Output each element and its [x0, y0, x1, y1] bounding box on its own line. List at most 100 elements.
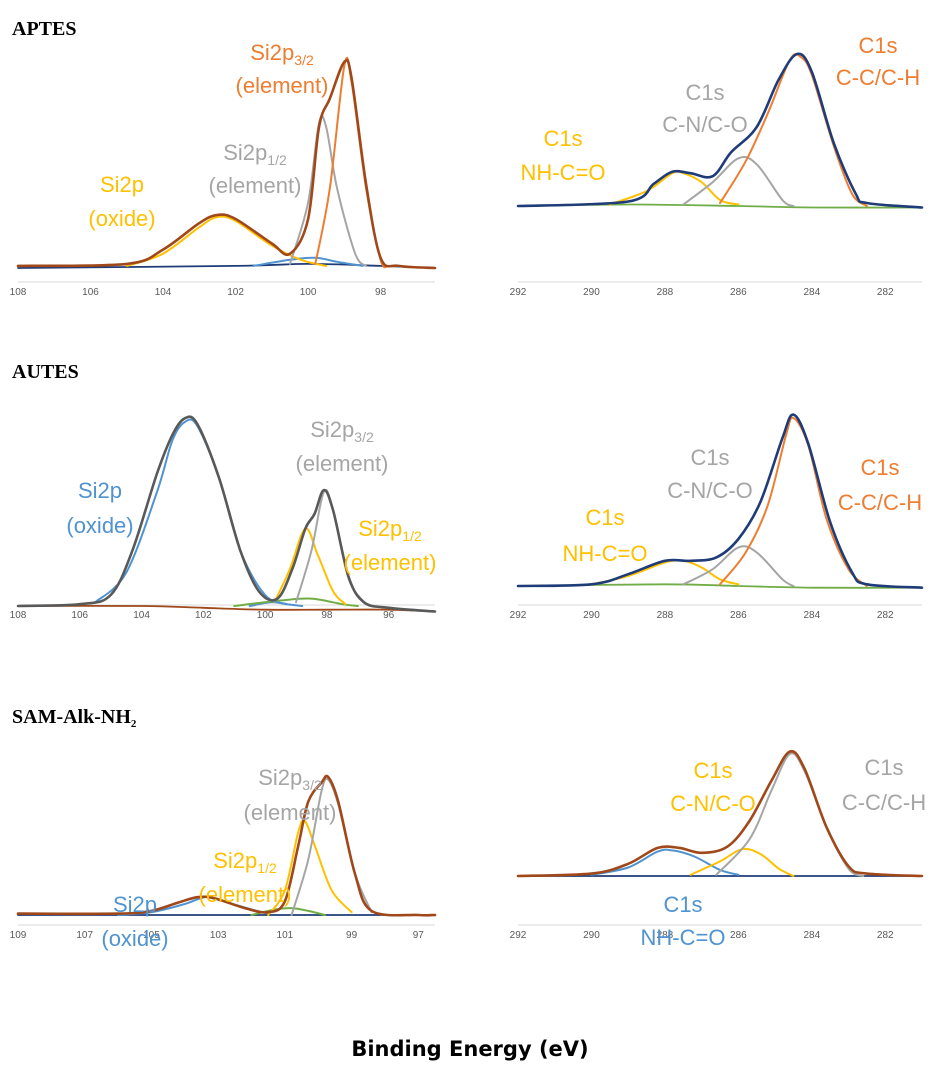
series-envelope-line [516, 52, 924, 209]
x-tick-label: 96 [383, 610, 395, 621]
peak-label: NH-C=O [641, 925, 726, 950]
peak-label-text: C1s [685, 80, 724, 105]
series-component-line [273, 527, 347, 606]
peak-label-text: Si2p [100, 172, 144, 197]
peak-label: C-N/C-O [662, 112, 748, 137]
peak-label-text: Si2p [258, 765, 302, 790]
peak-label: C1s [860, 455, 899, 480]
section-title-aptes: APTES [12, 18, 76, 40]
peak-label-text: C-N/C-O [667, 478, 753, 503]
x-tick-label: 290 [583, 930, 600, 941]
peak-label: (element) [296, 451, 389, 476]
peak-label-text: (element) [209, 173, 302, 198]
peak-label-text: (element) [244, 800, 337, 825]
peak-label: (element) [344, 550, 437, 575]
section-title-sam-main: SAM-Alk-NH [12, 706, 131, 728]
x-axis-title: Binding Energy (eV) [351, 1037, 588, 1061]
series-component-line [289, 114, 368, 267]
peak-label-text: C1s [543, 126, 582, 151]
x-tick-label: 288 [657, 287, 674, 298]
x-tick-label: 101 [277, 930, 294, 941]
x-tick-label: 288 [657, 930, 674, 941]
x-tick-label: 292 [510, 930, 527, 941]
series-envelope-line [16, 58, 437, 270]
series-component-line [94, 418, 288, 606]
peak-label: C-N/C-O [670, 791, 756, 816]
series-envelope-line [516, 413, 924, 589]
peak-label: (element) [236, 73, 329, 98]
x-tick-label: 104 [133, 610, 150, 621]
peak-label: C1s [690, 445, 729, 470]
peak-label-subscript: 1/2 [257, 860, 277, 876]
peak-label-text: C1s [690, 445, 729, 470]
peak-label-text: (oxide) [101, 926, 168, 951]
x-tick-label: 286 [730, 610, 747, 621]
peak-label: C1s [663, 892, 702, 917]
peak-label-text: (element) [236, 73, 329, 98]
peak-label: (oxide) [101, 926, 168, 951]
peak-label-subscript: 1/2 [402, 528, 422, 544]
peak-label-subscript: 1/2 [267, 152, 287, 168]
x-tick-label: 108 [10, 610, 27, 621]
section-title-autes: AUTES [12, 361, 79, 383]
x-tick-label: 290 [583, 610, 600, 621]
peak-label: NH-C=O [563, 541, 648, 566]
peak-label: (element) [244, 800, 337, 825]
panel-sam-c1s: 292 290 288 286 284 282 C1s C-N/C-O C1s NH-C=O C1s… [510, 749, 926, 950]
peak-label-text: Si2p [78, 478, 122, 503]
peak-label: Si2p3/2 [310, 417, 374, 445]
peak-label: Si2p1/2 [223, 140, 287, 168]
x-tick-label: 286 [730, 930, 747, 941]
x-tick-label: 100 [257, 610, 274, 621]
series-envelope-line [16, 774, 437, 917]
peak-label-text: Si2p [223, 140, 267, 165]
x-tick-label: 106 [82, 287, 99, 298]
peak-label-text: NH-C=O [641, 925, 726, 950]
peak-label-text: Si2p [113, 892, 157, 917]
peak-label: C-N/C-O [667, 478, 753, 503]
peak-label: Si2p3/2 [258, 765, 322, 793]
x-tick-label: 286 [730, 287, 747, 298]
peak-label-text: Si2p [310, 417, 354, 442]
x-tick-label: 105 [143, 930, 160, 941]
panel-aptes-c1s: 292 290 288 286 284 282 C1s NH-C=O C1s C-N/C-O C1s… [510, 33, 924, 298]
peak-label-text: Si2p [358, 516, 402, 541]
peak-label: (element) [199, 882, 292, 907]
peak-label: C1s [585, 505, 624, 530]
x-tick-label: 284 [803, 930, 820, 941]
series-component-line [682, 545, 795, 587]
peak-label-text: C-C/C-H [842, 790, 926, 815]
x-tick-label: 292 [510, 287, 527, 298]
peak-label: C1s [693, 758, 732, 783]
x-tick-label: 102 [195, 610, 212, 621]
x-tick-label: 107 [76, 930, 93, 941]
x-tick-label: 98 [375, 287, 387, 298]
peak-label-text: Si2p [250, 40, 294, 65]
x-tick-label: 103 [210, 930, 227, 941]
x-tick-label: 284 [803, 610, 820, 621]
x-tick-label: 290 [583, 287, 600, 298]
peak-label-text: C-C/C-H [836, 65, 920, 90]
series-component-line [719, 53, 868, 207]
x-tick-label: 282 [877, 610, 894, 621]
peak-label: C1s [858, 33, 897, 58]
x-tick-label: 104 [155, 287, 172, 298]
peak-label-text: Si2p [213, 848, 257, 873]
x-tick-label: 282 [877, 930, 894, 941]
peak-label: C1s [864, 755, 903, 780]
peak-label: Si2p3/2 [250, 40, 314, 68]
x-tick-label: 109 [10, 930, 27, 941]
peak-label: C-C/C-H [836, 65, 920, 90]
series-component-line [252, 256, 364, 267]
peak-label-subscript: 3/2 [354, 429, 374, 445]
peak-label-text: (element) [344, 550, 437, 575]
section-title-sam: SAM-Alk-NH2 [12, 706, 137, 730]
peak-label: C1s [543, 126, 582, 151]
x-tick-label: 98 [321, 610, 333, 621]
series-envelope-line [16, 415, 437, 613]
peak-label-text: C1s [858, 33, 897, 58]
x-tick-label: 108 [10, 287, 27, 298]
panel-sam-si2p: 109 107 105 103 101 99 97Si2p(oxide)Si2p1/2(el… [10, 765, 437, 951]
panel-autes-si2p: 108 106 104 102 100 98 96Si2p(oxide)Si2p3/2(el… [10, 415, 437, 621]
series-envelope-line [516, 749, 924, 878]
